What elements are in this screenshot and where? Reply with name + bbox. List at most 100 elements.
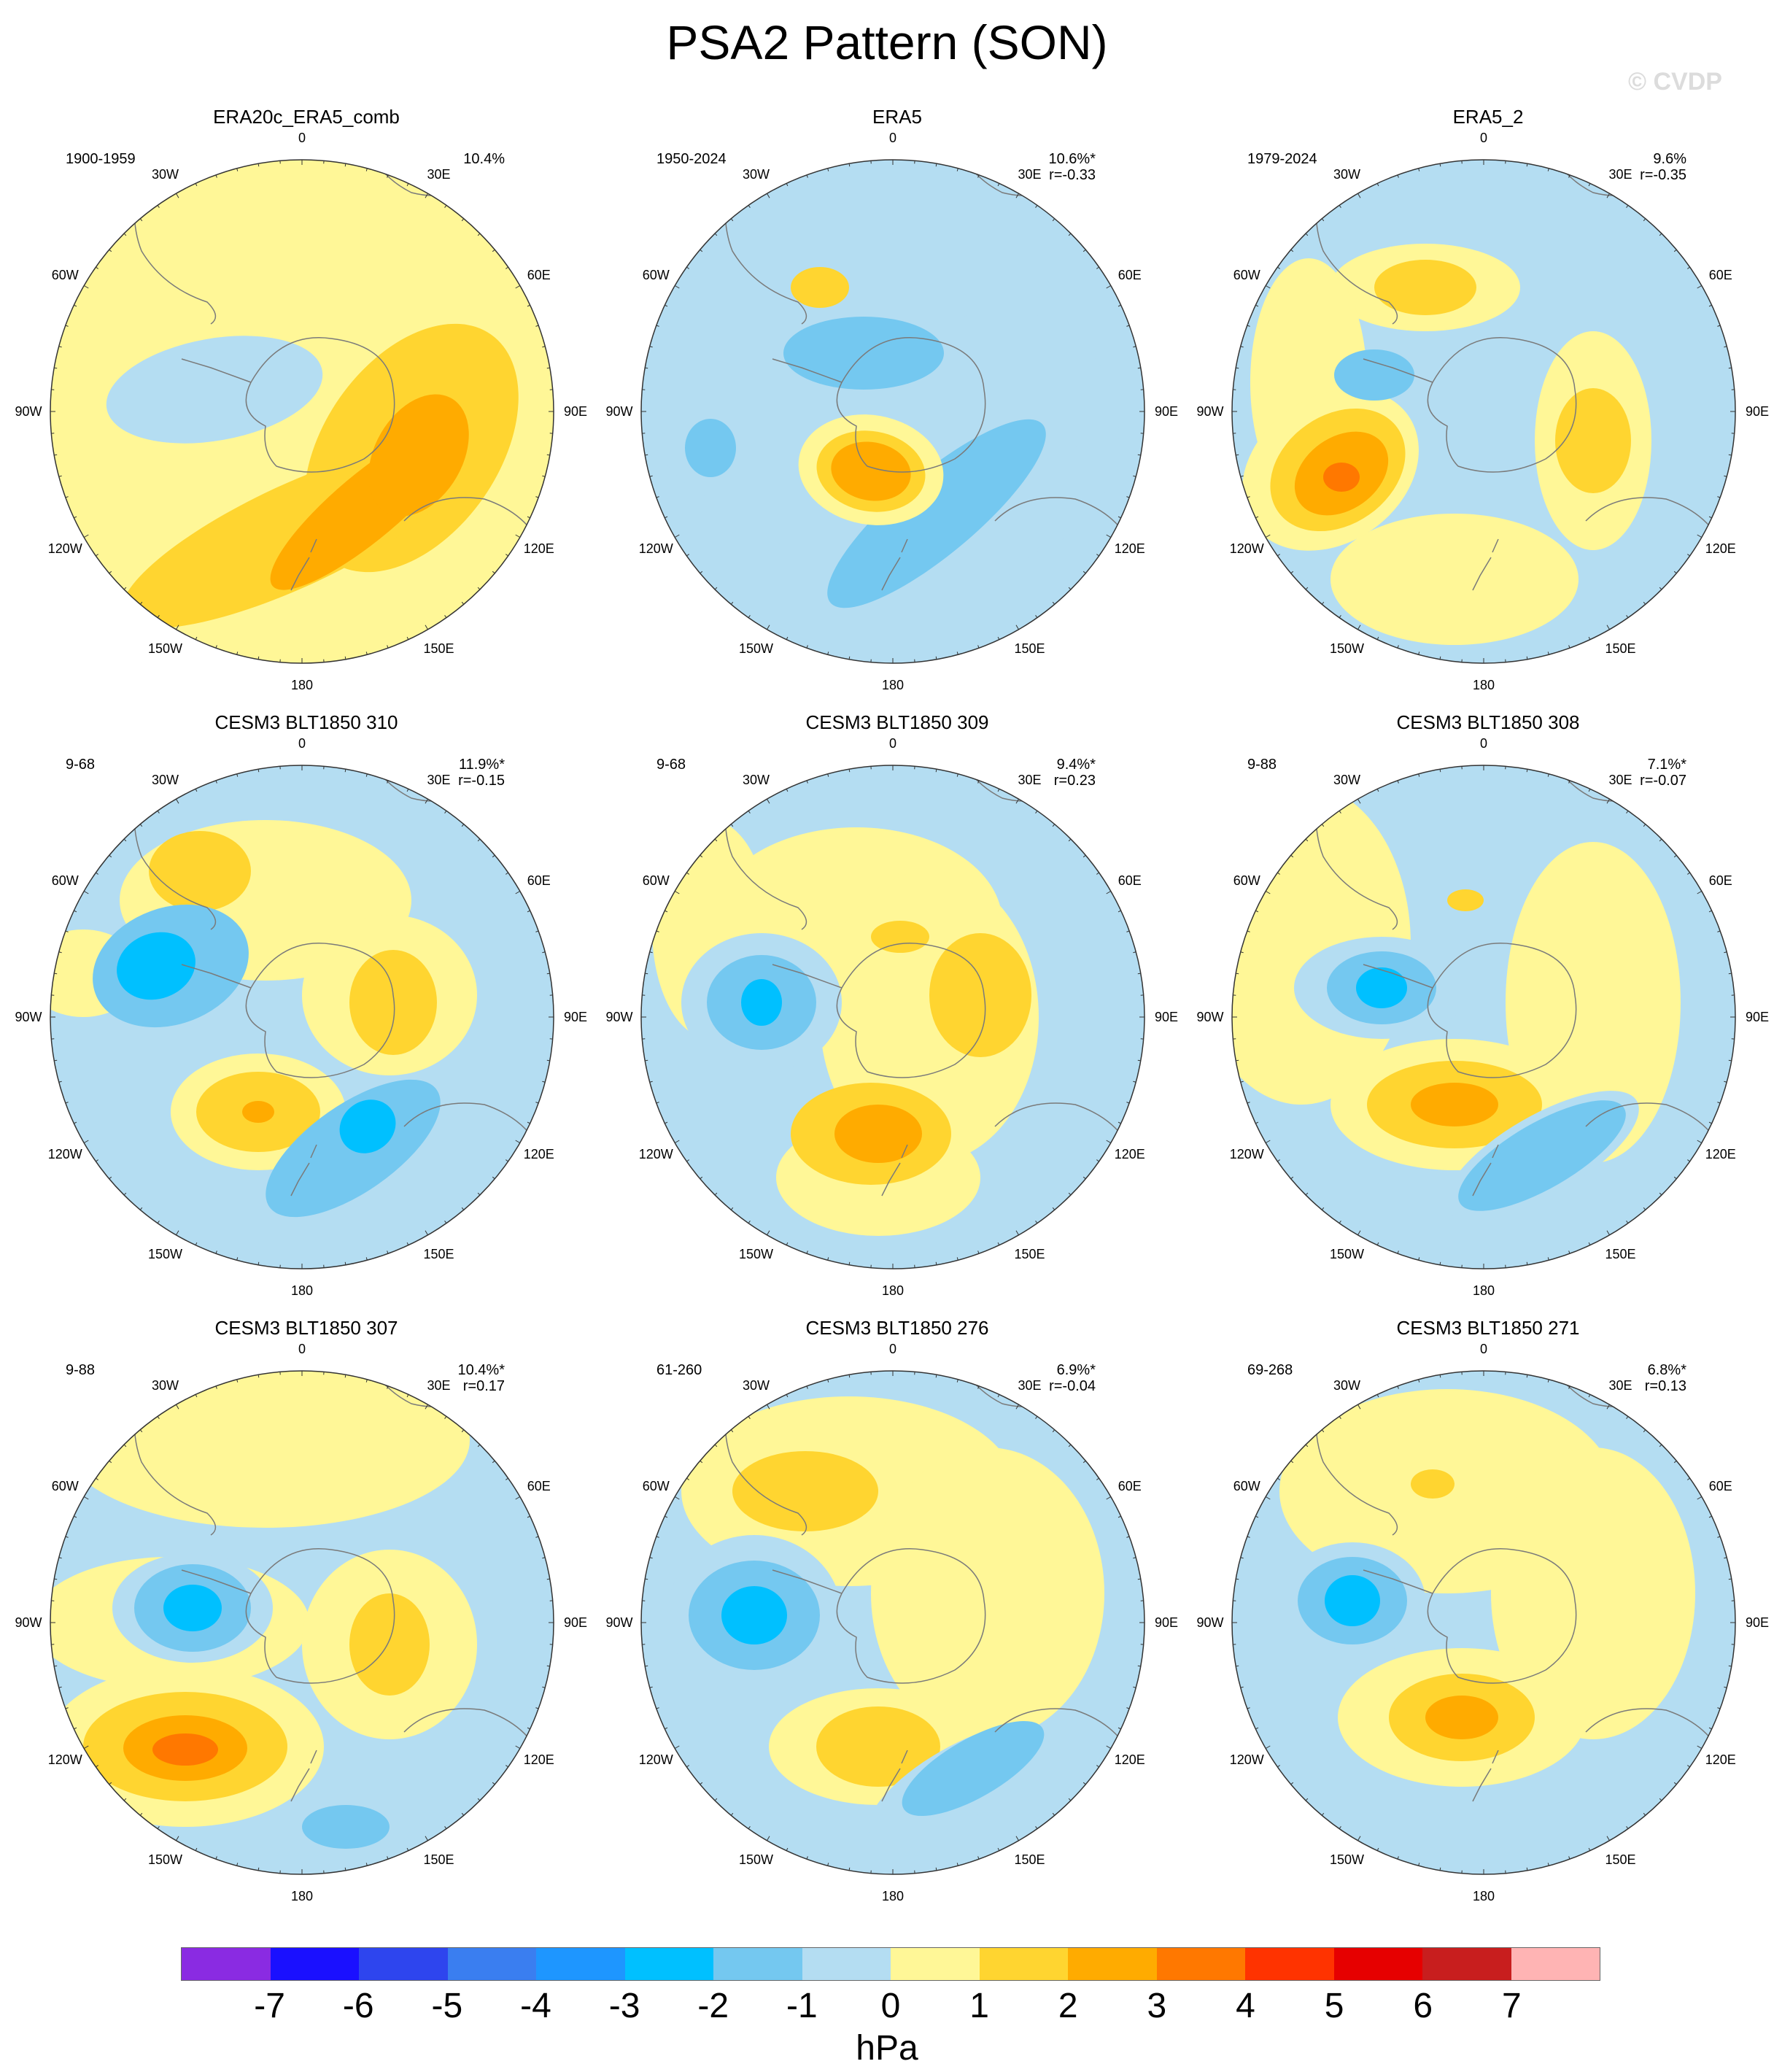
longitude-label: 0 (298, 1342, 306, 1356)
longitude-label: 30E (1018, 773, 1042, 788)
longitude-label: 30W (742, 1378, 770, 1393)
antarctica-coastline (245, 1548, 395, 1684)
longitude-label: 30W (1333, 167, 1360, 182)
positive-anomaly-contour (871, 1447, 1104, 1739)
polar-map (1231, 1370, 1736, 1875)
longitude-label: 150W (1329, 1852, 1365, 1867)
new-zealand-coastline (881, 538, 908, 591)
longitude-label: 90E (1745, 1010, 1770, 1024)
longitude-label: 120W (638, 541, 673, 556)
colorbar-swatch (891, 1948, 980, 1980)
longitude-label: 150W (147, 1852, 183, 1867)
negative-anomaly-contour (106, 336, 323, 444)
polar-map (640, 765, 1145, 1269)
map-panel: ERA5_2 1979-2024 9.6% r=-0.35 0 30E 60E 90E 120E… (1196, 105, 1774, 711)
new-zealand-coastline (1472, 1750, 1499, 1802)
longitude-label: 150W (738, 641, 774, 656)
positive-anomaly-contour (349, 1593, 430, 1696)
longitude-label: 60E (1118, 267, 1142, 282)
peninsula-coastline (1363, 1569, 1433, 1594)
colorbar-swatch (270, 1948, 359, 1980)
colorbar-tick-label: 2 (1058, 1987, 1078, 2025)
longitude-label: 0 (298, 736, 306, 751)
colorbar-swatch (1422, 1948, 1511, 1980)
peninsula-coastline (772, 1569, 843, 1594)
longitude-label: 150E (1014, 1852, 1045, 1867)
new-zealand-coastline (290, 1144, 317, 1197)
longitude-label: 60E (1708, 873, 1732, 888)
panel-period: 9-88 (66, 1362, 96, 1378)
antarctica-coastline (1427, 1548, 1577, 1684)
positive-anomaly-contour (1323, 463, 1360, 492)
colorbar-swatch (447, 1948, 536, 1980)
longitude-label: 30W (742, 773, 770, 788)
new-zealand-coastline (1472, 1144, 1499, 1197)
longitude-label: 60W (642, 873, 670, 888)
colorbar-labels: -7 -6 -5 -4 -3 -2 -1 0 1 2 3 4 5 6 7 (0, 1986, 1774, 2037)
longitude-label: 120W (47, 1146, 82, 1161)
map-panel: CESM3 BLT1850 271 69-268 6.8%* r=0.13 0 30E 60… (1196, 1316, 1774, 1922)
longitude-label: 30W (151, 1378, 179, 1393)
longitude-label: 180 (1472, 1889, 1495, 1903)
longitude-label: 60W (51, 1478, 79, 1493)
longitude-label: 30E (427, 167, 451, 182)
polar-map (50, 159, 554, 664)
longitude-label: 120E (523, 1146, 554, 1161)
longitude-label: 150W (1329, 1246, 1365, 1261)
colorbar-tick-label: 0 (880, 1987, 901, 2025)
panel-title: CESM3 BLT1850 309 (805, 711, 989, 733)
colorbar-tick-label: -3 (608, 1987, 640, 2025)
colorbar-tick-label: -1 (786, 1987, 818, 2025)
longitude-label: 90E (1154, 404, 1179, 419)
longitude-label: 180 (881, 678, 905, 692)
panel-period: 1900-1959 (66, 151, 136, 167)
longitude-label: 60W (51, 873, 79, 888)
map-panel: CESM3 BLT1850 307 9-88 10.4%* r=0.17 0 30E 60E… (15, 1316, 598, 1922)
longitude-label: 180 (290, 678, 314, 692)
longitude-label: 60E (527, 1478, 551, 1493)
panel-correlation: r=-0.07 (1640, 773, 1686, 789)
colorbar-swatch (536, 1948, 625, 1980)
new-zealand-coastline (881, 1144, 908, 1197)
longitude-label: 120E (523, 1752, 554, 1767)
longitude-label: 90W (1196, 1615, 1224, 1630)
longitude-label: 90W (1196, 404, 1224, 419)
new-zealand-coastline (290, 1750, 317, 1802)
panel-correlation: r=0.13 (1644, 1378, 1686, 1394)
longitude-label: 150E (1014, 1246, 1045, 1261)
colorbar-tick-label: -7 (254, 1987, 285, 2025)
longitude-label: 30W (151, 167, 179, 182)
panel-title: ERA20c_ERA5_comb (213, 106, 400, 128)
colorbar-tick-label: -6 (342, 1987, 374, 2025)
longitude-label: 90E (563, 1010, 588, 1024)
longitude-label: 30E (1608, 1378, 1632, 1393)
colorbar-swatch (802, 1948, 891, 1980)
longitude-label: 30E (1608, 167, 1632, 182)
longitude-label: 90E (1154, 1010, 1179, 1024)
positive-anomaly-contour (732, 1451, 878, 1531)
panel-title: CESM3 BLT1850 307 (214, 1317, 398, 1339)
colorbar-tick-label: 1 (969, 1987, 989, 2025)
antarctica-coastline (836, 1548, 986, 1684)
negative-anomaly-contour (721, 1586, 787, 1644)
longitude-label: 90W (15, 1615, 42, 1630)
panel-variance: 9.4%* (1056, 757, 1096, 773)
longitude-label: 120E (523, 541, 554, 556)
panel-title: CESM3 BLT1850 276 (805, 1317, 989, 1339)
longitude-label: 90W (15, 1010, 42, 1024)
positive-anomaly-contour (349, 950, 437, 1055)
polar-map (50, 1370, 554, 1875)
longitude-label: 150E (423, 1246, 454, 1261)
positive-anomaly-contour (871, 921, 929, 953)
antarctica-coastline (836, 943, 986, 1078)
positive-anomaly-contour (1411, 1083, 1498, 1126)
longitude-label: 120W (638, 1752, 673, 1767)
longitude-label: 180 (881, 1889, 905, 1903)
positive-anomaly-contour (152, 1733, 218, 1766)
panel-correlation: r=-0.35 (1640, 167, 1686, 183)
positive-anomaly-contour (831, 441, 911, 501)
longitude-label: 150E (1605, 1852, 1636, 1867)
longitude-label: 120E (1114, 1752, 1145, 1767)
longitude-label: 150W (738, 1246, 774, 1261)
positive-anomaly-contour (61, 1371, 470, 1528)
